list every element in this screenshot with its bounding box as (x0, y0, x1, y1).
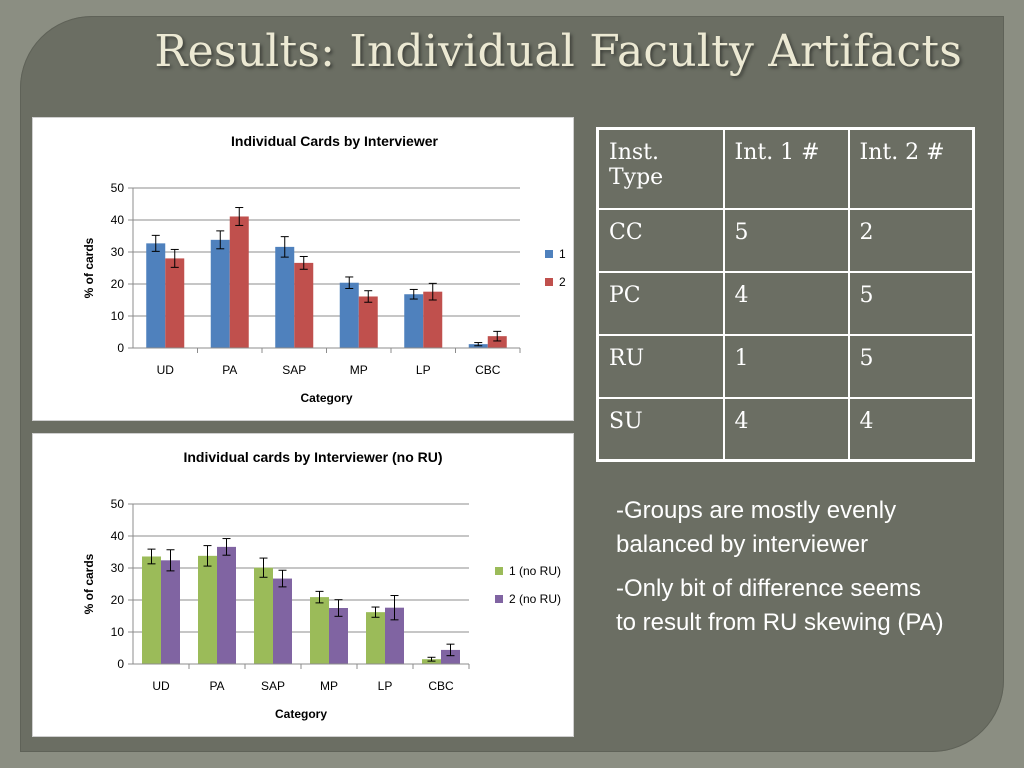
y-tick-label: 30 (111, 245, 125, 259)
bar (339, 282, 359, 348)
bar (217, 546, 236, 664)
legend-swatch (545, 250, 553, 258)
table-cell: 4 (847, 396, 975, 462)
y-tick-label: 20 (111, 593, 125, 607)
bar (423, 291, 443, 348)
table-cell: SU (596, 396, 725, 462)
y-tick-label: 0 (117, 657, 124, 671)
table-header-row: Inst. Type Int. 1 # Int. 2 # (596, 127, 975, 210)
bar (358, 296, 378, 348)
table-cell: CC (596, 207, 725, 273)
legend-label: 2 (559, 275, 566, 289)
x-tick-label: MP (350, 363, 368, 377)
y-tick-label: 30 (111, 561, 125, 575)
legend-label: 2 (no RU) (509, 592, 561, 606)
legend-swatch (495, 595, 503, 603)
y-tick-label: 40 (111, 213, 125, 227)
x-tick-label: SAP (282, 363, 306, 377)
bar (441, 649, 460, 664)
x-tick-label: CBC (475, 363, 501, 377)
bar (142, 556, 161, 664)
bar (310, 597, 329, 664)
table-row: PC 4 5 (596, 270, 975, 336)
y-axis-label: % of cards (82, 237, 96, 298)
table-header-cell: Int. 1 # (722, 127, 850, 210)
table-cell: 5 (847, 333, 975, 399)
legend-label: 1 (no RU) (509, 564, 561, 578)
x-tick-label: MP (320, 679, 338, 693)
y-tick-label: 40 (111, 529, 125, 543)
note-ru-skew: -Only bit of difference seems to result … (616, 575, 944, 636)
bar (273, 578, 292, 664)
bar (275, 246, 295, 348)
bar (254, 567, 273, 664)
bar (229, 216, 249, 348)
bar (146, 243, 166, 348)
x-tick-label: UD (157, 363, 175, 377)
chart-svg: Individual cards by Interviewer (no RU) 0… (82, 449, 561, 721)
y-tick-label: 0 (117, 341, 124, 355)
legend-swatch (495, 567, 503, 575)
table-cell: PC (596, 270, 725, 336)
slide-notes: -Groups are mostly evenly balanced by in… (616, 494, 946, 650)
y-tick-label: 10 (111, 625, 125, 639)
slide-title: Results: Individual Faculty Artifacts (154, 26, 962, 77)
y-tick-label: 10 (111, 309, 125, 323)
x-tick-label: CBC (428, 679, 454, 693)
table-cell: 5 (722, 207, 850, 273)
bar (385, 607, 404, 664)
bar (161, 560, 180, 664)
table-row: CC 5 2 (596, 207, 975, 273)
bar (165, 258, 185, 348)
bar (210, 239, 230, 348)
table-cell: 1 (722, 333, 850, 399)
institution-type-table: Inst. Type Int. 1 # Int. 2 # CC 5 2 PC 4… (596, 127, 975, 462)
x-tick-label: UD (152, 679, 170, 693)
note-balanced: -Groups are mostly evenly balanced by in… (616, 497, 897, 558)
bar (294, 262, 314, 348)
table-cell: 4 (722, 396, 850, 462)
chart-title: Individual cards by Interviewer (no RU) (183, 449, 442, 465)
table-cell: 4 (722, 270, 850, 336)
y-tick-label: 50 (111, 181, 125, 195)
table-cell: 5 (847, 270, 975, 336)
chart-title: Individual Cards by Interviewer (231, 133, 439, 149)
bar (487, 336, 507, 348)
table-header-cell: Int. 2 # (847, 127, 975, 210)
chart-by-interviewer: Individual Cards by Interviewer 0 10 20 30 40… (32, 117, 574, 421)
legend-swatch (545, 278, 553, 286)
x-axis-label: Category (300, 391, 352, 405)
x-tick-label: PA (209, 679, 224, 693)
table-row: RU 1 5 (596, 333, 975, 399)
bar (366, 612, 385, 664)
x-tick-label: LP (416, 363, 431, 377)
legend-label: 1 (559, 247, 566, 261)
table-cell: RU (596, 333, 725, 399)
chart-by-interviewer-no-ru: Individual cards by Interviewer (no RU) 0… (32, 433, 574, 737)
bar (329, 608, 348, 664)
x-tick-label: SAP (261, 679, 285, 693)
chart-svg: Individual Cards by Interviewer 0 10 20 30 40… (82, 133, 566, 405)
x-axis-label: Category (275, 707, 327, 721)
table-row: SU 4 4 (596, 396, 975, 462)
table-cell: 2 (847, 207, 975, 273)
y-axis-label: % of cards (82, 553, 96, 614)
x-tick-label: PA (222, 363, 237, 377)
x-tick-label: LP (378, 679, 393, 693)
bar (404, 294, 424, 348)
y-tick-label: 50 (111, 497, 125, 511)
bar (198, 555, 217, 664)
y-tick-label: 20 (111, 277, 125, 291)
table-header-cell: Inst. Type (596, 127, 725, 210)
